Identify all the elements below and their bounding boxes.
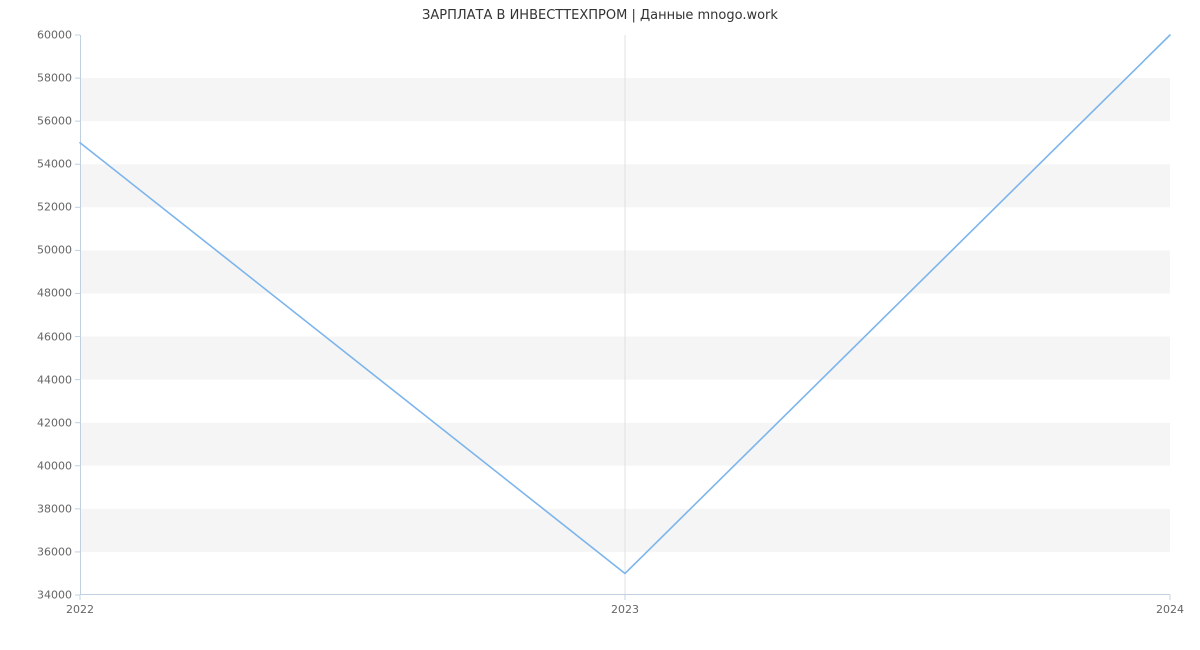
y-tick-label: 50000	[37, 244, 80, 257]
x-tick-label: 2022	[66, 595, 94, 616]
y-tick-label: 38000	[37, 502, 80, 515]
y-tick-label: 44000	[37, 373, 80, 386]
y-tick-label: 46000	[37, 330, 80, 343]
y-tick-label: 40000	[37, 459, 80, 472]
y-tick-label: 52000	[37, 201, 80, 214]
x-tick-label: 2023	[611, 595, 639, 616]
chart-svg	[80, 35, 1170, 595]
y-tick-label: 42000	[37, 416, 80, 429]
x-tick-label: 2024	[1156, 595, 1184, 616]
y-tick-label: 36000	[37, 545, 80, 558]
y-tick-label: 58000	[37, 72, 80, 85]
y-tick-label: 56000	[37, 115, 80, 128]
y-tick-label: 48000	[37, 287, 80, 300]
y-tick-label: 60000	[37, 29, 80, 42]
chart-title: ЗАРПЛАТА В ИНВЕСТТЕХПРОМ | Данные mnogo.…	[0, 8, 1200, 23]
plot-area: 3400036000380004000042000440004600048000…	[80, 35, 1170, 595]
y-tick-label: 54000	[37, 158, 80, 171]
